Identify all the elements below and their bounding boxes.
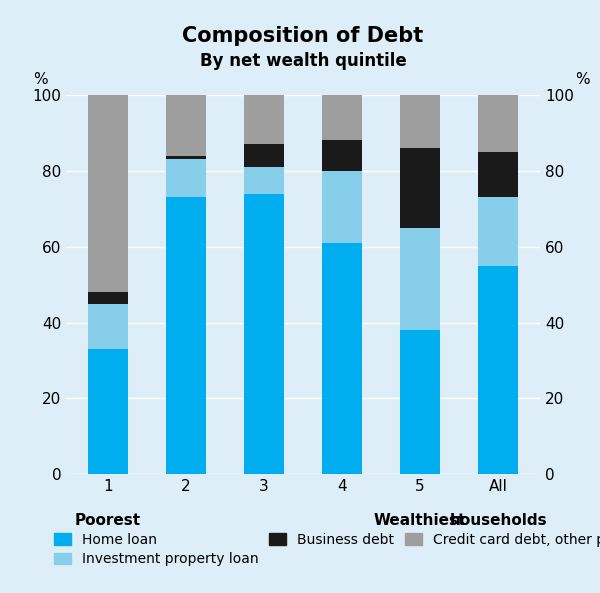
Bar — [400, 228, 440, 330]
Text: %: % — [575, 72, 590, 87]
Bar — [478, 152, 518, 197]
Bar — [88, 349, 128, 474]
Bar — [400, 330, 440, 474]
Bar — [166, 197, 206, 474]
Text: %: % — [33, 72, 47, 87]
Text: households: households — [449, 514, 547, 528]
Text: Poorest: Poorest — [75, 514, 141, 528]
Bar — [88, 304, 128, 349]
Text: By net wealth quintile: By net wealth quintile — [200, 52, 406, 70]
Bar — [478, 266, 518, 474]
Text: Composition of Debt: Composition of Debt — [182, 25, 424, 46]
Bar — [478, 197, 518, 266]
Bar — [322, 141, 362, 171]
Bar — [400, 95, 440, 148]
Bar — [166, 155, 206, 160]
Bar — [88, 95, 128, 292]
Bar — [244, 144, 284, 167]
Bar — [478, 95, 518, 152]
Bar — [88, 292, 128, 304]
Bar — [244, 167, 284, 193]
Bar — [166, 160, 206, 197]
Bar — [322, 243, 362, 474]
Text: Wealthiest: Wealthiest — [374, 514, 466, 528]
Bar — [166, 95, 206, 155]
Bar — [322, 95, 362, 141]
Bar — [244, 95, 284, 144]
Bar — [244, 193, 284, 474]
Bar — [400, 148, 440, 228]
Legend: Home loan, Investment property loan, Business debt, Credit card debt, other pers: Home loan, Investment property loan, Bus… — [54, 533, 600, 566]
Bar — [322, 171, 362, 243]
